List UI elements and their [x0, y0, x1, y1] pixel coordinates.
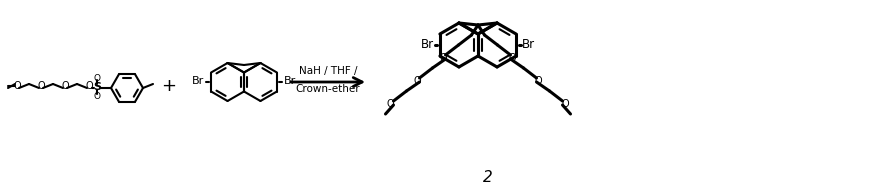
Text: 2: 2 — [483, 171, 493, 185]
Text: O: O — [93, 74, 100, 83]
Text: O: O — [93, 91, 100, 100]
Text: O: O — [414, 76, 421, 86]
Text: O: O — [386, 99, 394, 109]
Text: O: O — [440, 53, 448, 63]
Text: Br: Br — [283, 76, 296, 86]
Text: Br: Br — [193, 76, 204, 86]
Text: O: O — [37, 81, 44, 91]
Text: O: O — [535, 76, 543, 86]
Text: O: O — [509, 53, 516, 63]
Text: O: O — [85, 81, 93, 91]
Text: O: O — [13, 81, 20, 91]
Text: Crown-ether: Crown-ether — [296, 84, 361, 94]
Text: O: O — [562, 99, 569, 109]
Text: S: S — [93, 82, 101, 92]
Text: Br: Br — [421, 37, 434, 50]
Text: +: + — [162, 77, 177, 95]
Text: Br: Br — [522, 37, 535, 50]
Text: O: O — [61, 81, 68, 91]
Text: NaH / THF /: NaH / THF / — [298, 66, 357, 76]
